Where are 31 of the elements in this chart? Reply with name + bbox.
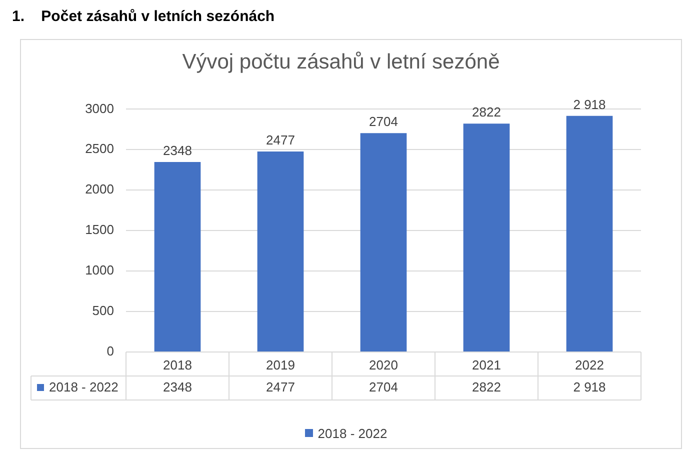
bar bbox=[566, 116, 613, 352]
y-tick-label: 1500 bbox=[85, 222, 114, 238]
text: 2018 - 2022 bbox=[318, 426, 388, 440]
bar bbox=[463, 124, 510, 352]
text: 2 918 bbox=[573, 96, 606, 112]
bar bbox=[360, 133, 407, 352]
x-tick-label: 2018 bbox=[163, 357, 192, 372]
y-tick-label: 2000 bbox=[85, 182, 114, 197]
text: 2704 bbox=[369, 114, 398, 130]
y-tick-label: 500 bbox=[92, 303, 114, 318]
x-tick-label: 2019 bbox=[266, 357, 295, 372]
data-label: 2 918 bbox=[573, 380, 606, 395]
data-label: 2704 bbox=[369, 380, 398, 395]
y-tick-label: 0 bbox=[106, 344, 114, 359]
x-tick-label: 2021 bbox=[472, 357, 501, 372]
bar bbox=[257, 152, 304, 352]
data-label: 2477 bbox=[266, 380, 295, 395]
bar bbox=[154, 162, 201, 352]
text: 2477 bbox=[266, 132, 295, 148]
y-tick-label: 1000 bbox=[85, 262, 114, 278]
data-label: 2822 bbox=[472, 380, 501, 395]
y-tick-label: 3000 bbox=[85, 100, 114, 116]
chart-title: Vývoj počtu zásahů v letní sezóně bbox=[182, 50, 500, 74]
text: 2822 bbox=[472, 104, 501, 120]
x-tick-label: 2020 bbox=[369, 357, 398, 372]
text: 2348 bbox=[163, 143, 192, 158]
x-tick-label: 2022 bbox=[575, 357, 604, 372]
y-tick-label: 2500 bbox=[85, 141, 114, 156]
text: 1. Počet zásahů v letních sezónách bbox=[12, 8, 276, 25]
legend-label: 2018 - 2022 bbox=[49, 380, 118, 395]
data-label: 2348 bbox=[163, 380, 192, 395]
